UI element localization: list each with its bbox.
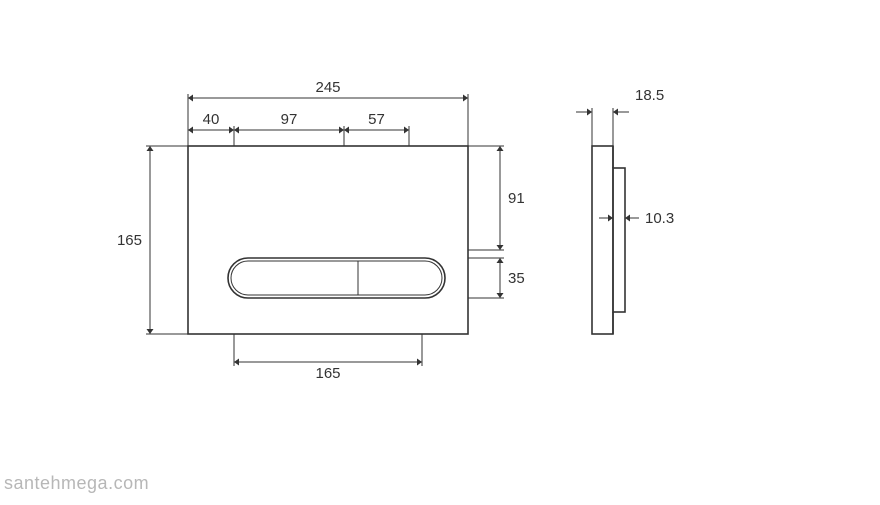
dimension-label: 245 [313, 79, 342, 96]
drawing-svg [0, 0, 880, 500]
dimension-label: 10.3 [643, 210, 676, 227]
dimension-label: 57 [366, 111, 387, 128]
drawing-canvas: 245 40 97 57 165 165 91 35 18.5 10.3 santehmega.c… [0, 0, 880, 500]
dimension-label: 18.5 [633, 87, 666, 104]
dimension-label: 165 [313, 365, 342, 382]
dimension-label: 165 [115, 232, 144, 249]
dimension-label: 35 [506, 270, 527, 287]
watermark: santehmega.com [4, 473, 149, 494]
dimension-label: 97 [279, 111, 300, 128]
dimension-label: 91 [506, 190, 527, 207]
dimension-label: 40 [201, 111, 222, 128]
